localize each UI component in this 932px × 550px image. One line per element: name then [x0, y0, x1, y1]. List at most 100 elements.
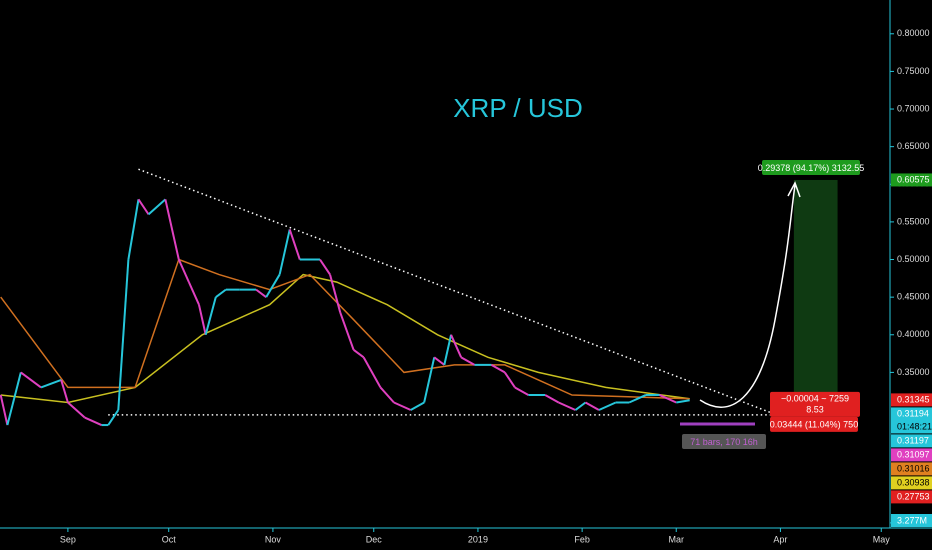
price-segment	[352, 349, 365, 359]
trend-line	[138, 168, 774, 415]
price-segment	[490, 363, 506, 374]
price-segment	[288, 229, 301, 260]
price-label: 0.30938	[897, 477, 930, 487]
stop-label-bg	[770, 391, 860, 417]
x-tick-label: Feb	[574, 534, 590, 544]
price-segment	[628, 394, 647, 404]
price-segment	[544, 394, 560, 404]
price-segment	[177, 259, 190, 283]
price-segment	[147, 198, 167, 216]
y-tick-label: 0.35000	[897, 367, 930, 377]
price-segment	[393, 401, 412, 411]
price-segment	[40, 378, 62, 389]
price-label: 0.31016	[897, 463, 930, 473]
stop-label: 8.53	[806, 404, 824, 414]
price-segment	[255, 288, 267, 298]
price-segment	[450, 334, 463, 358]
price-segment	[410, 401, 425, 411]
price-label-bg	[891, 434, 932, 448]
y-tick-label: 0.45000	[897, 292, 930, 302]
price-label: 0.31345	[897, 394, 930, 404]
price-label: 0.60575	[897, 174, 930, 184]
price-label: 0.31197	[897, 435, 929, 445]
price-segment	[197, 304, 207, 335]
price-segment	[20, 371, 42, 389]
price-segment	[423, 357, 436, 403]
x-tick-label: May	[873, 534, 891, 544]
price-segment	[443, 334, 453, 366]
price-segment	[558, 401, 576, 411]
x-tick-label: Dec	[366, 534, 383, 544]
price-segment	[460, 356, 476, 366]
price-segment	[137, 198, 150, 215]
price-label: 0.27753	[897, 491, 930, 501]
projection-arrow	[699, 184, 796, 408]
arrow-head	[787, 181, 801, 198]
price-segment	[339, 311, 355, 351]
y-tick-label: 0.40000	[897, 329, 930, 339]
price-segment	[215, 288, 227, 298]
risk-label: 0.03444 (11.04%) 750	[770, 420, 858, 430]
volume-label: 3.277M	[897, 515, 927, 525]
price-segment	[0, 394, 9, 426]
countdown-label: 01:48:21	[897, 421, 932, 431]
price-segment	[84, 416, 102, 426]
price-label-bg	[891, 462, 932, 476]
target-zone	[793, 179, 838, 400]
chart-title: XRP / USD	[453, 93, 583, 123]
price-segment	[585, 401, 600, 411]
price-segment	[574, 401, 587, 411]
price-segment	[6, 372, 22, 426]
price-segment	[164, 199, 180, 260]
price-segment	[503, 371, 516, 388]
bars-label: 71 bars, 170 16h	[690, 437, 758, 447]
x-tick-label: Nov	[265, 534, 282, 544]
price-segment	[107, 409, 120, 426]
y-tick-label: 0.55000	[897, 216, 930, 226]
price-label-bg	[891, 490, 932, 504]
price-segment	[204, 296, 217, 336]
price-segment	[329, 274, 342, 313]
x-tick-label: Sep	[60, 534, 76, 544]
x-tick-label: Oct	[162, 534, 177, 544]
y-tick-label: 0.75000	[897, 66, 930, 76]
price-segment	[117, 259, 130, 411]
volume-label-bg	[891, 514, 932, 527]
price-segment	[278, 229, 291, 275]
price-label-bg	[891, 448, 932, 462]
y-tick-label: 0.70000	[897, 103, 930, 113]
stop-label: −0.00004 ~ 7259	[781, 393, 849, 403]
bars-label-bg	[682, 434, 766, 449]
y-tick-label: 0.80000	[897, 28, 930, 38]
risk-label-bg	[770, 416, 858, 432]
y-tick-label: 0.50000	[897, 254, 930, 264]
x-tick-label: 2019	[468, 534, 488, 544]
price-segment	[362, 356, 382, 388]
price-segment	[676, 399, 690, 404]
target-label-bg	[762, 159, 860, 175]
price-segment	[265, 274, 281, 298]
price-label-bg	[891, 393, 932, 407]
target-label: 0.29378 (94.17%) 3132.55	[758, 163, 865, 173]
moving-average	[0, 258, 690, 400]
price-segment	[659, 394, 677, 404]
y-tick-label: 0.65000	[897, 141, 930, 151]
price-segment	[187, 281, 200, 306]
price-label: 0.31097	[897, 449, 930, 459]
price-label-bg	[891, 173, 932, 187]
price-segment	[60, 379, 69, 403]
price-segment	[127, 199, 140, 260]
x-tick-label: Mar	[668, 534, 684, 544]
price-segment	[319, 258, 331, 276]
price-segment	[514, 386, 529, 396]
price-segment	[67, 401, 86, 419]
price-segment	[433, 356, 445, 366]
x-tick-label: Apr	[773, 534, 787, 544]
price-label-bg	[891, 407, 932, 434]
price-segment	[379, 386, 395, 404]
price-label: 0.31194	[897, 408, 929, 418]
price-segment	[598, 401, 617, 411]
